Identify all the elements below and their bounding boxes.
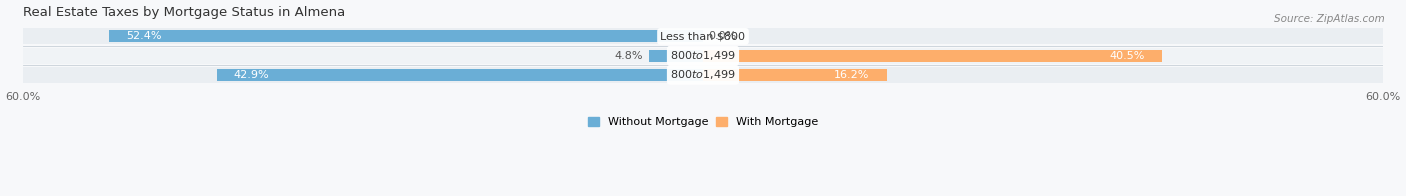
- Text: $800 to $1,499: $800 to $1,499: [671, 49, 735, 62]
- Text: Real Estate Taxes by Mortgage Status in Almena: Real Estate Taxes by Mortgage Status in …: [22, 5, 346, 19]
- Legend: Without Mortgage, With Mortgage: Without Mortgage, With Mortgage: [588, 117, 818, 127]
- Bar: [703, 50, 1161, 62]
- Bar: [22, 48, 1384, 64]
- Bar: [22, 28, 1384, 44]
- Text: 42.9%: 42.9%: [233, 70, 270, 80]
- Text: $800 to $1,499: $800 to $1,499: [671, 68, 735, 81]
- Bar: [648, 50, 703, 62]
- Text: 0.0%: 0.0%: [709, 31, 737, 41]
- Bar: [217, 69, 703, 81]
- Text: 52.4%: 52.4%: [127, 31, 162, 41]
- Text: 40.5%: 40.5%: [1109, 51, 1144, 61]
- Bar: [22, 67, 1384, 83]
- Text: 4.8%: 4.8%: [614, 51, 643, 61]
- Bar: [110, 30, 703, 42]
- Text: Less than $800: Less than $800: [661, 31, 745, 41]
- Text: Source: ZipAtlas.com: Source: ZipAtlas.com: [1274, 14, 1385, 24]
- Bar: [703, 69, 887, 81]
- Text: 16.2%: 16.2%: [834, 70, 869, 80]
